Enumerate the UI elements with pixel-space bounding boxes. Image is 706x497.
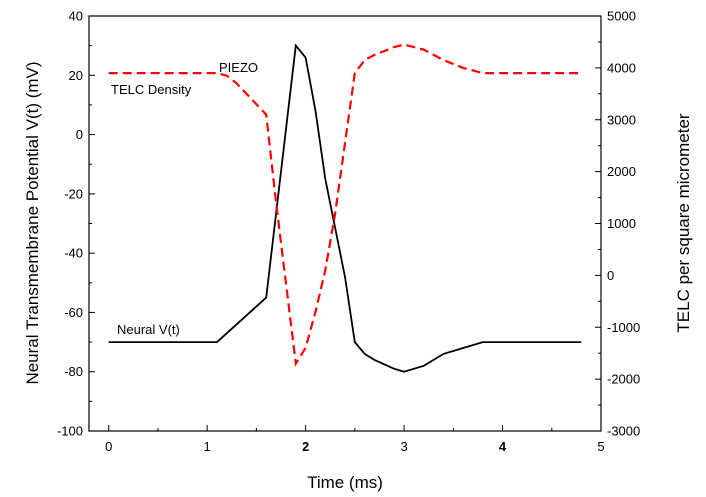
right-tick-label: -2000 [607,372,640,387]
y-axis-title-right: TELC per square micrometer [674,113,693,333]
x-tick-label: 2 [302,439,309,454]
left-tick-label: 40 [69,9,83,24]
right-tick-label: 1000 [607,216,636,231]
right-tick-label: 5000 [607,9,636,24]
x-tick-label: 5 [597,439,604,454]
x-tick-label: 4 [499,439,507,454]
annotation-telc-density: TELC Density [111,82,192,97]
right-tick-label: 3000 [607,112,636,127]
right-tick-label: -3000 [607,424,640,439]
plot-frame [88,15,602,432]
left-tick-label: -60 [64,305,83,320]
series-line-neural-vt [108,43,582,373]
x-tick-label: 1 [204,439,211,454]
x-tick-label: 3 [400,439,407,454]
left-axis-ticks: 40 20 0 -20 -40 -60 -80 -100 [57,9,95,439]
left-tick-label: -80 [64,364,83,379]
bottom-axis-ticks: 0 1 2 3 4 5 [105,425,605,454]
left-tick-label: -20 [64,186,83,201]
right-axis-ticks: 5000 4000 3000 2000 1000 0 -1000 -2000 -3000 [595,9,640,439]
series-layer [108,43,582,373]
x-axis-title: Time (ms) [307,473,383,492]
left-tick-label: -40 [64,246,83,261]
series-line-telc-density [108,43,582,367]
y-axis-title-left: Neural Transmembrane Potential V(t) (mV) [23,61,42,384]
left-tick-label: -100 [57,424,83,439]
right-tick-label: -1000 [607,320,640,335]
right-tick-label: 4000 [607,60,636,75]
right-tick-label: 2000 [607,164,636,179]
annotation-piezo: PIEZO [219,60,258,75]
left-tick-label: 20 [69,68,83,83]
left-tick-label: 0 [76,127,83,142]
x-tick-label: 0 [105,439,112,454]
annotation-neural-vt: Neural V(t) [117,322,180,337]
right-tick-label: 0 [607,268,614,283]
